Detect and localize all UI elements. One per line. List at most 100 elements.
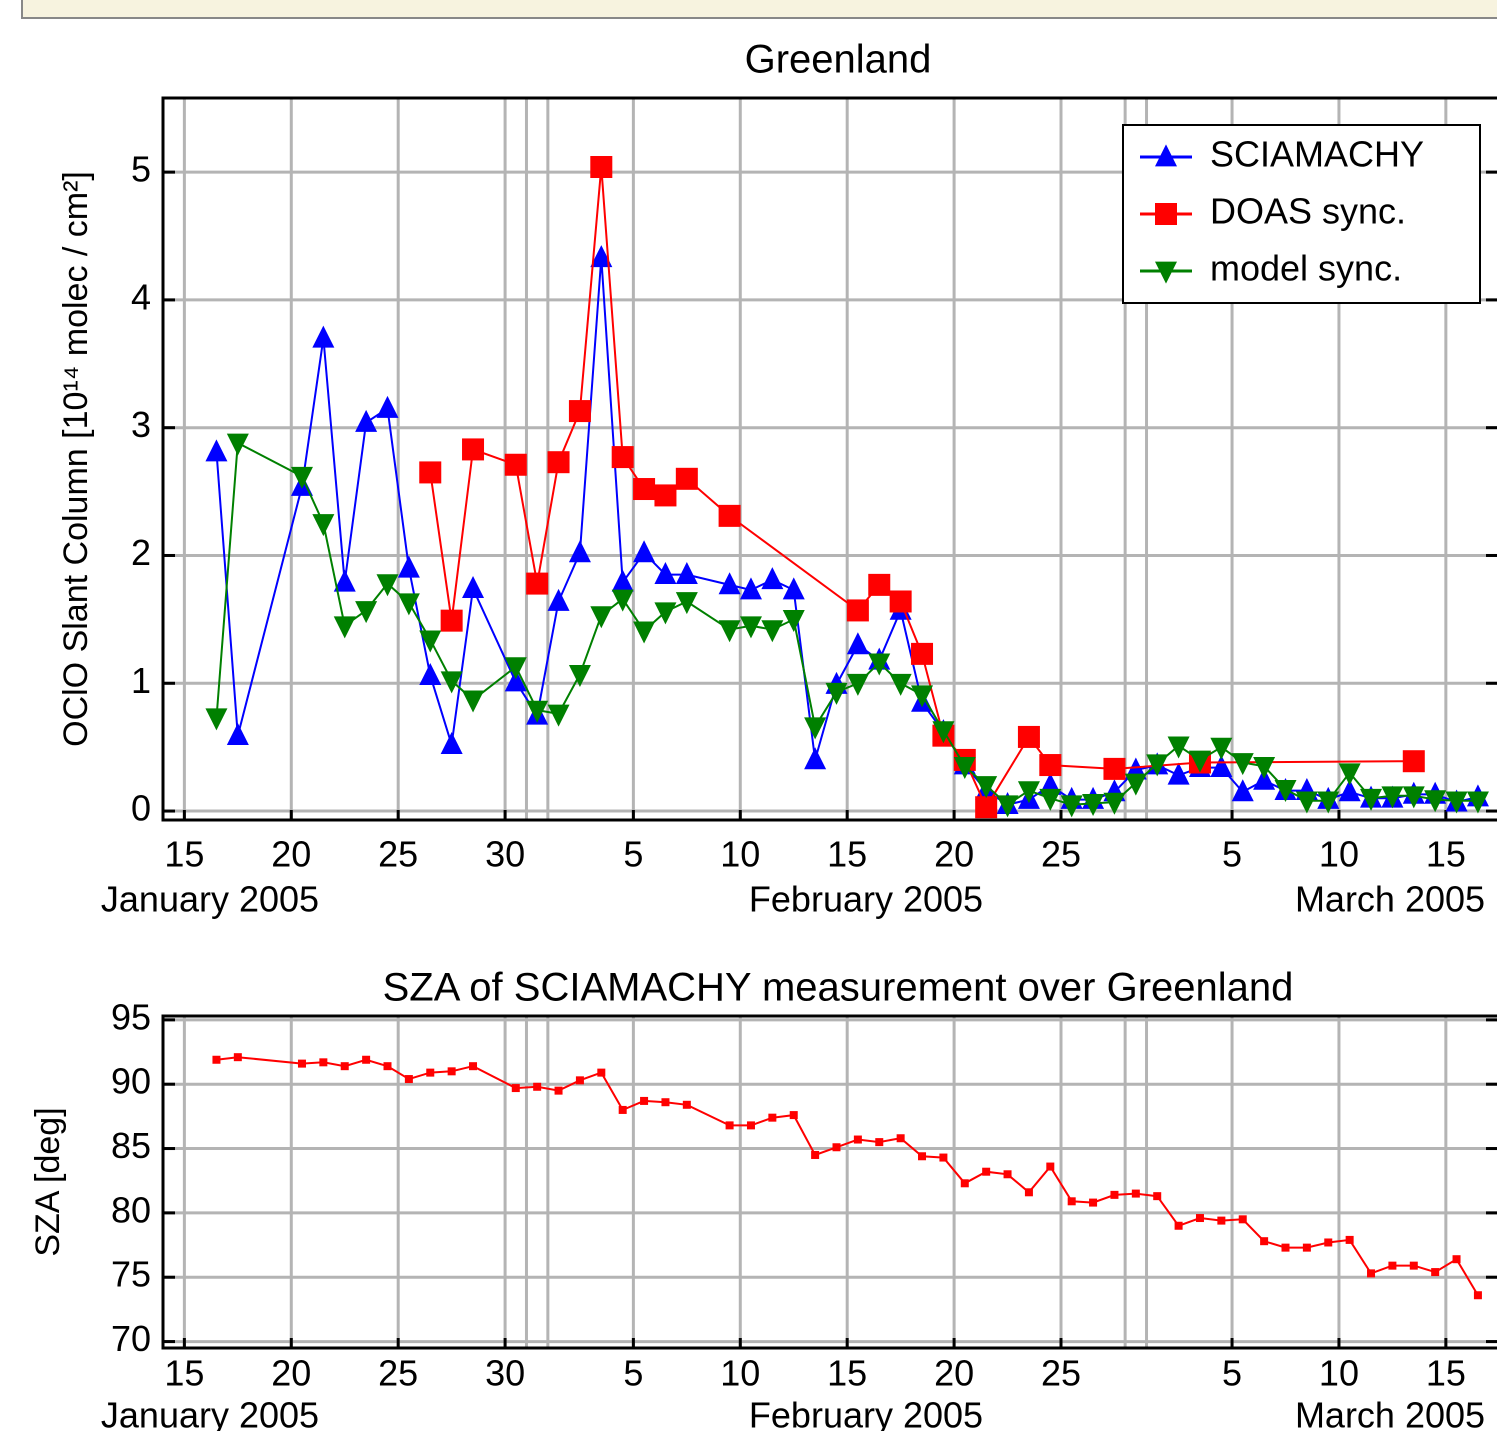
y-tick-label: 95 (111, 996, 151, 1037)
y-tick-label: 70 (111, 1318, 151, 1359)
marker (739, 577, 762, 600)
marker (1167, 762, 1190, 785)
marker (640, 1096, 649, 1105)
marker (1345, 1235, 1354, 1244)
marker (1046, 1162, 1055, 1171)
marker (1146, 754, 1169, 777)
marker (953, 756, 976, 779)
marker (1231, 753, 1254, 776)
marker (397, 555, 420, 578)
marker (661, 1098, 670, 1107)
marker (1110, 1190, 1119, 1199)
marker (440, 671, 463, 694)
marker (597, 1068, 606, 1077)
y-tick-label: 4 (131, 276, 151, 317)
marker (611, 569, 634, 592)
marker (825, 682, 848, 705)
marker (853, 1135, 862, 1144)
marker (804, 747, 827, 770)
marker (682, 1100, 691, 1109)
x-tick-label: 5 (623, 834, 643, 875)
marker (746, 1121, 755, 1130)
y-tick-label: 0 (131, 788, 151, 829)
marker (918, 1152, 927, 1161)
x-tick-label: 20 (934, 1353, 974, 1394)
marker (611, 589, 634, 612)
marker (1409, 1261, 1418, 1270)
marker (1195, 1214, 1204, 1223)
marker (511, 1084, 520, 1093)
chart: Greenland OClO Slant Column [10¹⁴ molec /… (57, 38, 1497, 920)
marker (1473, 1291, 1482, 1300)
marker (319, 1058, 328, 1067)
marker (1131, 1189, 1140, 1198)
marker (718, 504, 741, 527)
month-label: March 2005 (1295, 879, 1485, 920)
marker (312, 514, 335, 537)
x-tick-label: 15 (827, 1353, 867, 1394)
y-tick-label: 90 (111, 1061, 151, 1102)
marker (1210, 754, 1233, 777)
x-tick-label: 25 (378, 834, 418, 875)
marker (1260, 1237, 1269, 1246)
marker (1210, 737, 1233, 760)
x-tick-label: 15 (1426, 1353, 1466, 1394)
y-tick-label: 75 (111, 1254, 151, 1295)
legend-label: DOAS sync. (1210, 191, 1406, 232)
marker (462, 690, 485, 713)
marker (233, 1053, 242, 1062)
marker (1445, 791, 1468, 814)
marker (533, 1082, 542, 1091)
marker (633, 540, 656, 563)
marker (504, 669, 527, 692)
chart-title: Greenland (745, 38, 932, 82)
x-tick-label: 30 (485, 834, 525, 875)
marker (226, 433, 249, 456)
marker (440, 731, 463, 754)
marker (868, 653, 891, 676)
month-label: January 2005 (101, 879, 319, 920)
x-tick-label: 15 (164, 1353, 204, 1394)
marker (761, 620, 784, 643)
month-label: January 2005 (101, 1395, 319, 1431)
marker (1060, 795, 1083, 818)
marker (404, 1075, 413, 1084)
marker (1103, 792, 1126, 815)
marker (590, 245, 613, 268)
marker (1238, 1215, 1247, 1224)
marker (575, 1076, 584, 1085)
y-tick-label: 80 (111, 1189, 151, 1230)
marker (1017, 781, 1040, 804)
marker (205, 708, 228, 731)
marker (1431, 1268, 1440, 1277)
legend-marker (1155, 144, 1177, 167)
marker (1402, 786, 1425, 809)
marker (1295, 791, 1318, 814)
marker (1039, 788, 1062, 811)
marker (725, 1121, 734, 1130)
marker (333, 616, 356, 639)
marker (982, 1167, 991, 1176)
marker (1153, 1192, 1162, 1201)
marker (1424, 790, 1447, 813)
marker (1367, 1269, 1376, 1278)
marker (911, 685, 934, 708)
header-banner (21, 0, 1497, 19)
marker (1103, 757, 1126, 780)
marker (568, 400, 591, 423)
marker (1281, 1243, 1290, 1252)
marker (297, 1059, 306, 1068)
marker (811, 1150, 820, 1159)
marker (1024, 1188, 1033, 1197)
marker (768, 1113, 777, 1122)
marker (1317, 791, 1340, 814)
x-tick-label: 25 (1041, 834, 1081, 875)
marker (205, 439, 228, 462)
marker (568, 664, 591, 687)
marker (846, 632, 869, 655)
marker (419, 662, 442, 685)
y-tick-label: 85 (111, 1125, 151, 1166)
x-tick-label: 10 (1319, 834, 1359, 875)
x-tick-label: 25 (1041, 1353, 1081, 1394)
